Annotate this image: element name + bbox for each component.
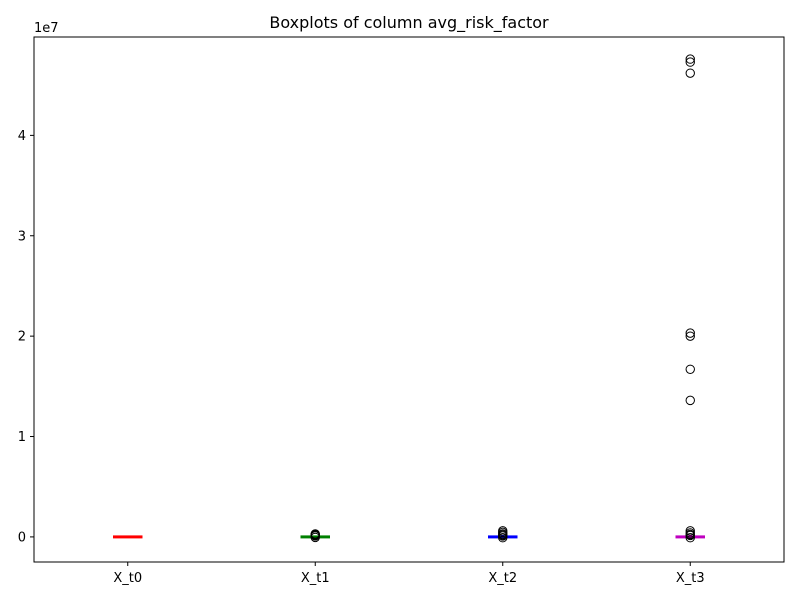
axes-frame bbox=[33, 36, 785, 563]
outlier-x-t3 bbox=[685, 328, 695, 338]
y-tick-label: 2 bbox=[18, 330, 26, 345]
y-axis-offset-label: 1e7 bbox=[34, 21, 59, 36]
y-tick-label: 3 bbox=[18, 229, 26, 244]
x-tick-label: X_t0 bbox=[113, 571, 142, 586]
x-tick-label: X_t3 bbox=[676, 571, 705, 586]
x-tick-label: X_t2 bbox=[488, 571, 517, 586]
outlier-x-t3 bbox=[685, 57, 695, 67]
outlier-x-t3 bbox=[685, 68, 695, 78]
outlier-x-t3 bbox=[685, 533, 695, 543]
outlier-x-t1 bbox=[310, 529, 320, 539]
chart-title: Boxplots of column avg_risk_factor bbox=[269, 13, 549, 33]
outlier-x-t2 bbox=[498, 533, 508, 543]
y-tick-label: 4 bbox=[18, 129, 26, 144]
outlier-x-t3 bbox=[685, 395, 695, 406]
outlier-x-t3 bbox=[685, 54, 695, 64]
outlier-x-t3 bbox=[685, 530, 695, 541]
y-tick-label: 1 bbox=[18, 430, 26, 445]
outlier-x-t1 bbox=[310, 532, 320, 543]
outlier-x-t3 bbox=[685, 364, 695, 374]
y-tick-label: 0 bbox=[18, 530, 26, 545]
outlier-x-t3 bbox=[685, 331, 695, 341]
x-tick-label: X_t1 bbox=[301, 571, 330, 586]
plot-area: 0 1 2 3 4 X_t0 X_t1 X_t2 X_t3 bbox=[18, 54, 705, 586]
